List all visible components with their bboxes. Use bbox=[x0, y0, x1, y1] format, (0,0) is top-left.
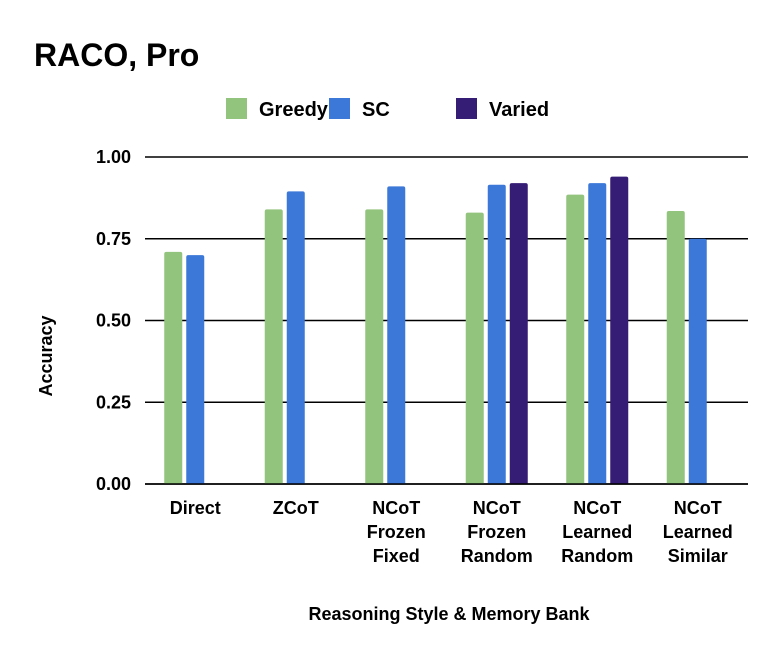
bar-greedy-1 bbox=[264, 209, 283, 484]
x-axis-categories: Direct ZCoT NCoT Frozen Fixed NCoT Frozen Rando… bbox=[170, 498, 733, 566]
chart-title: RACO, Pro bbox=[34, 37, 199, 73]
legend-swatch-greedy bbox=[226, 98, 247, 119]
bar-sc-2 bbox=[387, 186, 406, 484]
y-tick-label: 0.25 bbox=[96, 392, 131, 412]
gridlines bbox=[145, 156, 748, 485]
bar-greedy-0 bbox=[164, 251, 183, 484]
x-axis-title: Reasoning Style & Memory Bank bbox=[308, 604, 590, 624]
x-category-label: ZCoT bbox=[273, 498, 319, 518]
bar-greedy-2 bbox=[365, 209, 384, 484]
y-tick-label: 1.00 bbox=[96, 147, 131, 167]
x-category-label: NCoT bbox=[674, 498, 722, 518]
y-axis-ticks: 0.00 0.25 0.50 0.75 1.00 bbox=[96, 147, 131, 494]
bar-greedy-3 bbox=[465, 212, 484, 484]
y-tick-label: 0.50 bbox=[96, 311, 131, 331]
bar-sc-1 bbox=[286, 191, 305, 484]
bar-varied-3 bbox=[509, 183, 528, 484]
x-category-label: Learned bbox=[663, 522, 733, 542]
x-category-label: Similar bbox=[668, 546, 728, 566]
legend-label-sc: SC bbox=[362, 99, 390, 121]
x-category-label: Direct bbox=[170, 498, 221, 518]
legend-swatch-varied bbox=[456, 98, 477, 119]
legend-swatch-sc bbox=[329, 98, 350, 119]
bar-varied-4 bbox=[610, 176, 629, 484]
bar-greedy-5 bbox=[666, 210, 685, 484]
x-category-label: Learned bbox=[562, 522, 632, 542]
y-tick-label: 0.00 bbox=[96, 474, 131, 494]
x-category-label: NCoT bbox=[573, 498, 621, 518]
x-category-label: Frozen bbox=[467, 522, 526, 542]
y-tick-label: 0.75 bbox=[96, 229, 131, 249]
legend-label-varied: Varied bbox=[489, 99, 549, 121]
bar-sc-0 bbox=[186, 255, 205, 484]
legend: Greedy SC Varied bbox=[226, 98, 549, 121]
x-category-label: Fixed bbox=[373, 546, 420, 566]
x-category-label: Random bbox=[461, 546, 533, 566]
y-axis-title: Accuracy bbox=[36, 315, 56, 396]
x-category-label: Frozen bbox=[367, 522, 426, 542]
x-category-label: Random bbox=[561, 546, 633, 566]
bar-sc-5 bbox=[688, 238, 707, 484]
bar-sc-4 bbox=[588, 183, 607, 484]
legend-label-greedy: Greedy bbox=[259, 99, 329, 121]
bar-sc-3 bbox=[487, 184, 506, 485]
bar-greedy-4 bbox=[566, 194, 585, 485]
bars bbox=[145, 176, 748, 485]
x-category-label: NCoT bbox=[372, 498, 420, 518]
x-category-label: NCoT bbox=[473, 498, 521, 518]
